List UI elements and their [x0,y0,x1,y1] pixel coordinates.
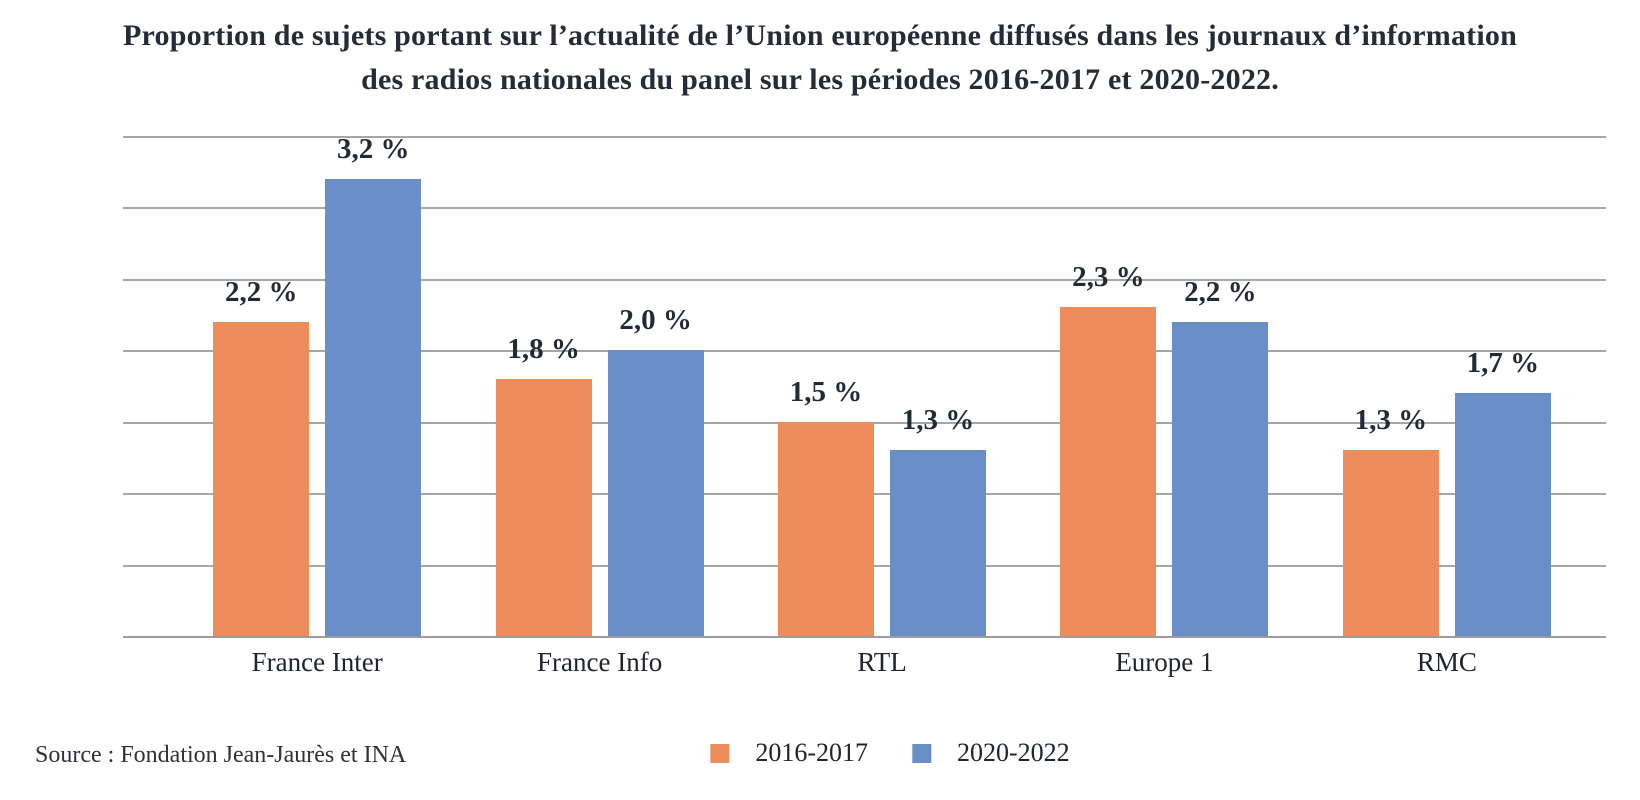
bar-slot: 1,5 % [778,376,875,636]
legend-label: 2016-2017 [755,738,868,767]
bar-slot: 2,2 % [213,276,310,636]
bar-group-europe-1: 2,3 % 2,2 % Europe 1 [1023,136,1305,677]
category-label: RMC [1416,647,1477,677]
bar-value-label: 2,3 % [1072,261,1145,294]
source-note: Source : Fondation Jean-Jaurès et INA [35,742,407,768]
bar-value-label: 1,3 % [1354,404,1428,437]
bar-group-france-inter: 2,2 % 3,2 % France Inter [176,133,458,677]
bar-value-label: 2,2 % [1184,275,1257,308]
category-label: RTL [857,647,907,677]
bar-group-rmc: 1,3 % 1,7 % RMC [1306,136,1588,677]
bar-value-label: 2,0 % [619,304,692,337]
bar-slot: 3,2 % [325,133,422,636]
gridline [123,136,1606,138]
legend-item-2020-2022: 2020-2022 [912,738,1070,768]
legend-item-2016-2017: 2016-2017 [710,738,868,768]
bar-value-label: 2,2 % [224,275,298,308]
category-label: France Inter [251,647,383,677]
legend-swatch-icon [912,743,931,763]
bar-2020-2022 [607,350,704,636]
bar-slot: 1,7 % [1454,347,1551,636]
bar-2016-2017 [1342,450,1439,636]
bar-2016-2017 [213,321,310,636]
x-axis-line [123,636,1606,638]
bar-slot: 1,8 % [495,333,592,636]
bar-2016-2017 [1060,307,1157,636]
bar-slot: 2,2 % [1172,276,1269,636]
chart-title-line-1: Proportion de sujets portant sur l’actua… [123,19,1517,52]
bar-group-rtl: 1,5 % 1,3 % RTL [741,136,1023,677]
bar-value-label: 1,3 % [901,404,975,437]
bar-slot: 1,3 % [890,404,987,636]
plot-area: 2,2 % 3,2 % France Inter 1,8 % 2,0 % France I… [123,133,1606,677]
bar-2020-2022 [1172,321,1269,636]
bar-slot: 1,3 % [1342,404,1439,636]
gridline [123,278,1606,281]
bar-slot: 2,0 % [607,304,704,636]
bar-value-label: 3,2 % [336,132,410,165]
legend-label: 2020-2022 [957,738,1070,767]
bar-2020-2022 [1454,393,1551,636]
bar-2016-2017 [778,421,875,636]
bar-value-label: 1,7 % [1466,347,1540,380]
category-label: Europe 1 [1115,647,1214,677]
bar-slot: 2,3 % [1060,261,1157,636]
gridline [123,350,1606,353]
chart-title-line-2: des radios nationales du panel sur les p… [361,63,1279,96]
legend: 2016-2017 2020-2022 [710,738,1070,768]
gridline [123,207,1606,210]
bar-group-france-info: 1,8 % 2,0 % France Info [458,136,740,677]
bar-groups: 2,2 % 3,2 % France Inter 1,8 % 2,0 % France I… [176,133,1588,677]
bar-2016-2017 [495,378,592,636]
bar-value-label: 1,8 % [507,332,580,365]
bar-2020-2022 [325,178,422,636]
bar-value-label: 1,5 % [789,375,863,408]
bar-2020-2022 [890,450,987,636]
chart-title: Proportion de sujets portant sur l’actua… [0,14,1640,102]
category-label: France Info [537,647,663,677]
legend-swatch-icon [710,743,730,763]
